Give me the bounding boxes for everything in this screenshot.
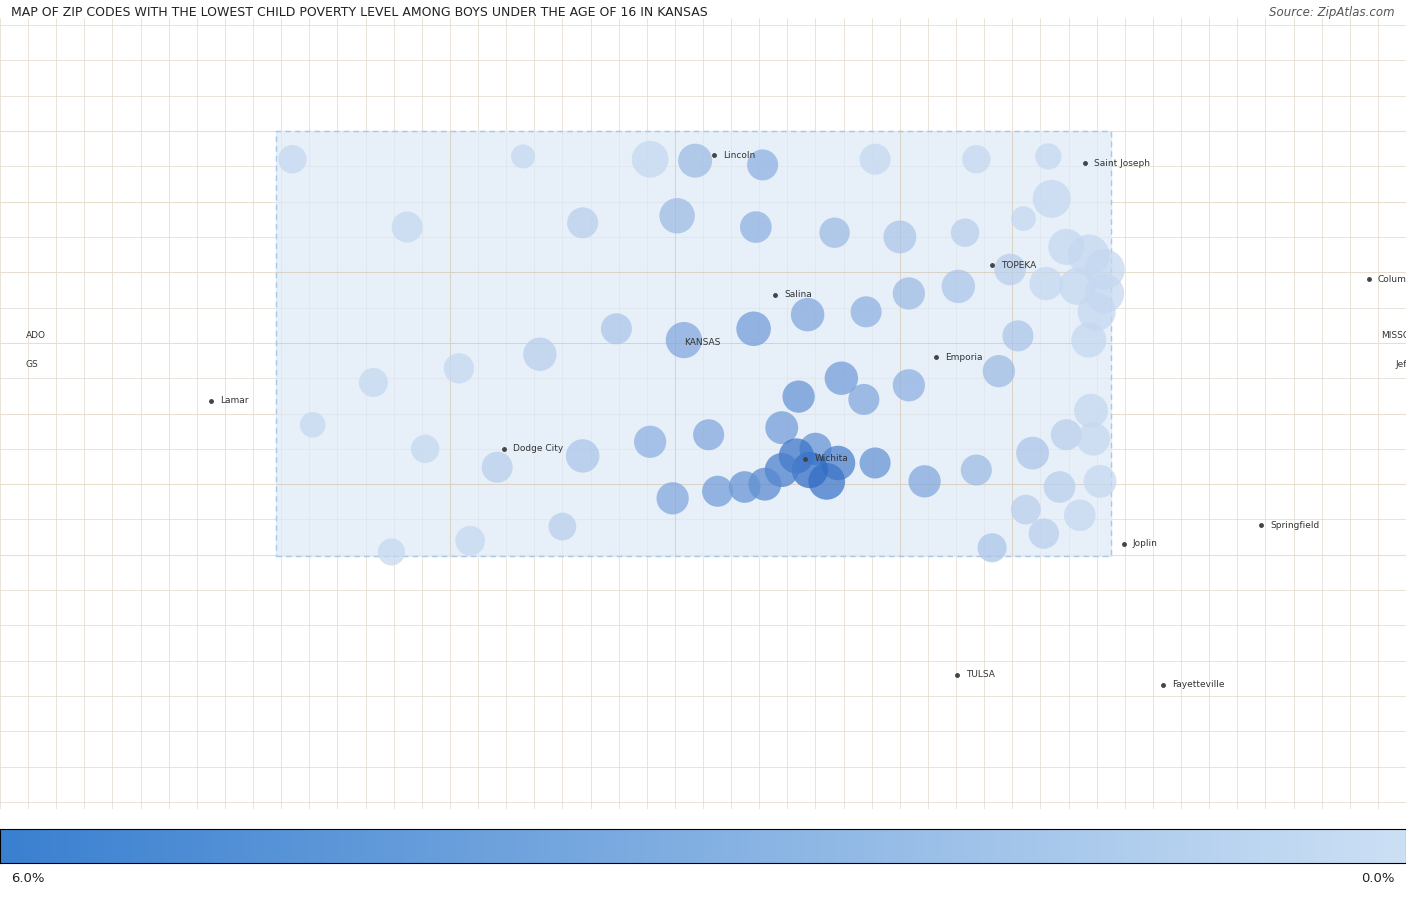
Point [948,280,970,294]
Text: TOPEKA: TOPEKA [1001,261,1036,270]
Text: 0.0%: 0.0% [1361,872,1395,885]
Point [1038,149,1060,164]
Point [785,449,807,463]
Point [666,209,689,223]
Point [1077,333,1099,347]
Point [380,545,402,559]
Point [458,533,481,547]
Text: Salina: Salina [785,290,811,299]
Point [301,418,323,432]
Point [987,364,1010,378]
Text: Springfield: Springfield [1270,521,1319,530]
Text: MAP OF ZIP CODES WITH THE LOWEST CHILD POVERTY LEVEL AMONG BOYS UNDER THE AGE OF: MAP OF ZIP CODES WITH THE LOWEST CHILD P… [11,6,709,19]
Text: 6.0%: 6.0% [11,872,45,885]
Point [742,322,765,336]
Text: Emporia: Emporia [945,352,983,361]
Point [815,474,838,488]
Point [1069,508,1091,522]
Point [855,305,877,319]
Point [745,220,768,235]
Point [529,347,551,361]
Point [863,152,886,166]
Point [661,491,683,505]
Point [1049,480,1071,494]
Point [799,463,821,477]
Point [672,333,695,347]
Point [1083,432,1105,446]
Point [638,152,661,166]
Text: KANSAS: KANSAS [683,338,720,347]
Text: Saint Joseph: Saint Joseph [1094,159,1150,168]
Text: TULSA: TULSA [966,671,995,680]
Point [827,456,849,470]
Text: Lamar: Lamar [221,396,249,405]
Point [787,389,810,404]
Point [796,307,818,322]
Point [447,361,470,376]
Point [1080,404,1102,418]
Point [1054,428,1077,442]
Text: GS: GS [25,360,38,369]
Point [830,371,852,386]
Point [953,226,976,240]
Text: Source: ZipAtlas.com: Source: ZipAtlas.com [1270,6,1395,19]
Point [1085,305,1108,319]
Point [396,220,419,235]
Point [734,480,756,494]
Point [1012,211,1035,226]
Point [1054,240,1077,254]
Text: Jefferson Cit: Jefferson Cit [1396,360,1406,369]
Point [551,520,574,534]
Point [770,421,793,435]
Point [1094,263,1116,277]
Text: Dodge City: Dodge City [513,444,564,453]
Point [998,263,1021,277]
Point [824,226,846,240]
Point [863,456,886,470]
Point [770,463,793,477]
Point [486,460,509,475]
Point [754,477,776,492]
Point [1066,280,1088,294]
Text: Joplin: Joplin [1133,539,1157,548]
Text: ADO: ADO [25,332,46,341]
Point [965,152,987,166]
Point [1007,329,1029,343]
Point [1035,276,1057,290]
Point [605,322,627,336]
Point [1088,474,1111,488]
Point [852,392,875,406]
Point [804,441,827,456]
Point [512,149,534,164]
Point [1077,248,1099,263]
Point [981,540,1004,555]
Text: Fayetteville: Fayetteville [1173,681,1225,690]
Point [281,152,304,166]
Point [683,154,706,168]
Point [571,449,593,463]
Point [697,428,720,442]
Point [638,434,661,449]
Point [706,484,728,498]
Point [1015,503,1038,517]
Point [889,230,911,245]
Point [1021,446,1043,460]
Point [914,474,936,488]
Text: Wichita: Wichita [814,454,848,463]
Point [897,378,920,393]
Point [413,441,436,456]
Point [571,216,593,230]
Point [1032,527,1054,541]
Point [363,375,385,389]
Text: MISSOUR: MISSOUR [1381,332,1406,341]
Text: Columbia: Columbia [1378,275,1406,284]
Point [897,286,920,300]
Polygon shape [276,131,1111,556]
Point [1040,191,1063,206]
Point [751,157,773,172]
Point [965,463,987,477]
Text: Lincoln: Lincoln [723,150,755,159]
Point [1094,286,1116,300]
